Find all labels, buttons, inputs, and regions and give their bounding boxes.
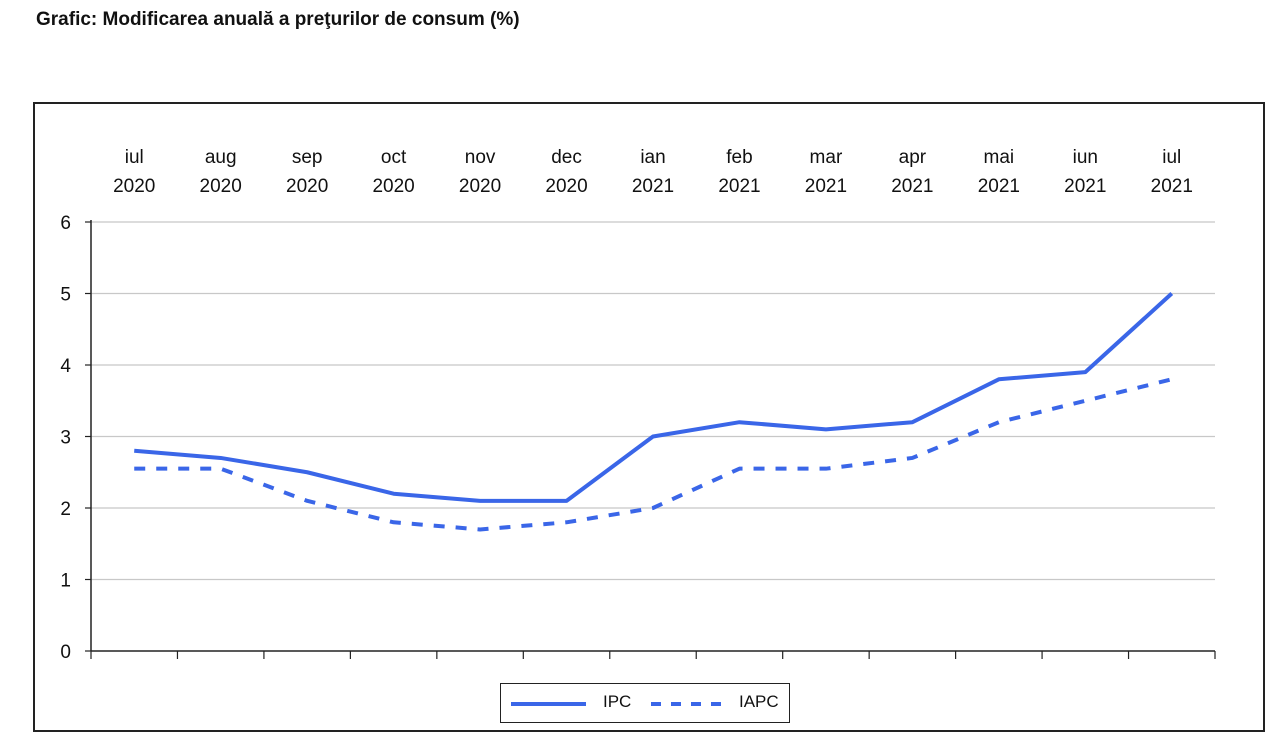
series-line-iapc	[134, 377, 1173, 532]
x-tick-label-year: 2020	[200, 176, 242, 197]
x-tick-label-year: 2021	[805, 176, 847, 197]
x-tick-label-month: nov	[465, 147, 496, 168]
x-tick-label-year: 2021	[1064, 176, 1106, 197]
x-tick-label-month: mai	[984, 147, 1015, 168]
x-tick-label-year: 2021	[632, 176, 674, 197]
x-tick-label-month: dec	[551, 147, 582, 168]
y-tick-label: 3	[60, 428, 71, 449]
x-tick-label-month: iun	[1073, 147, 1098, 168]
x-tick-label-year: 2020	[372, 176, 414, 197]
page-title: Grafic: Modificarea anuală a preţurilor …	[36, 9, 520, 30]
x-tick-label-year: 2020	[459, 176, 501, 197]
x-tick-label-month: sep	[292, 147, 323, 168]
x-tick-label-year: 2021	[718, 176, 760, 197]
x-tick-label-month: ian	[640, 147, 665, 168]
x-tick-label-year: 2021	[891, 176, 933, 197]
x-tick-label-year: 2020	[286, 176, 328, 197]
chart-frame	[33, 102, 1265, 732]
y-tick-label: 5	[60, 285, 71, 306]
chart-legend: IPC IAPC	[500, 683, 790, 723]
y-tick-label: 2	[60, 499, 71, 520]
x-tick-label-year: 2020	[545, 176, 587, 197]
x-tick-label-year: 2021	[1151, 176, 1193, 197]
x-tick-label-month: oct	[381, 147, 407, 168]
y-tick-label: 6	[60, 213, 71, 234]
x-tick-label-month: iul	[1162, 147, 1181, 168]
x-tick-label-year: 2021	[978, 176, 1020, 197]
series-line-ipc	[134, 292, 1174, 503]
x-tick-label-month: iul	[125, 147, 144, 168]
legend-label-ipc: IPC	[603, 692, 632, 711]
x-tick-label-month: apr	[899, 147, 927, 168]
x-tick-label-month: feb	[726, 147, 752, 168]
y-tick-label: 4	[60, 356, 71, 377]
legend-label-iapc: IAPC	[739, 692, 779, 711]
y-tick-label: 0	[60, 642, 71, 663]
y-tick-label: 1	[60, 571, 71, 592]
x-tick-label-month: mar	[810, 147, 843, 168]
x-tick-label-month: aug	[205, 147, 237, 168]
x-tick-label-year: 2020	[113, 176, 155, 197]
